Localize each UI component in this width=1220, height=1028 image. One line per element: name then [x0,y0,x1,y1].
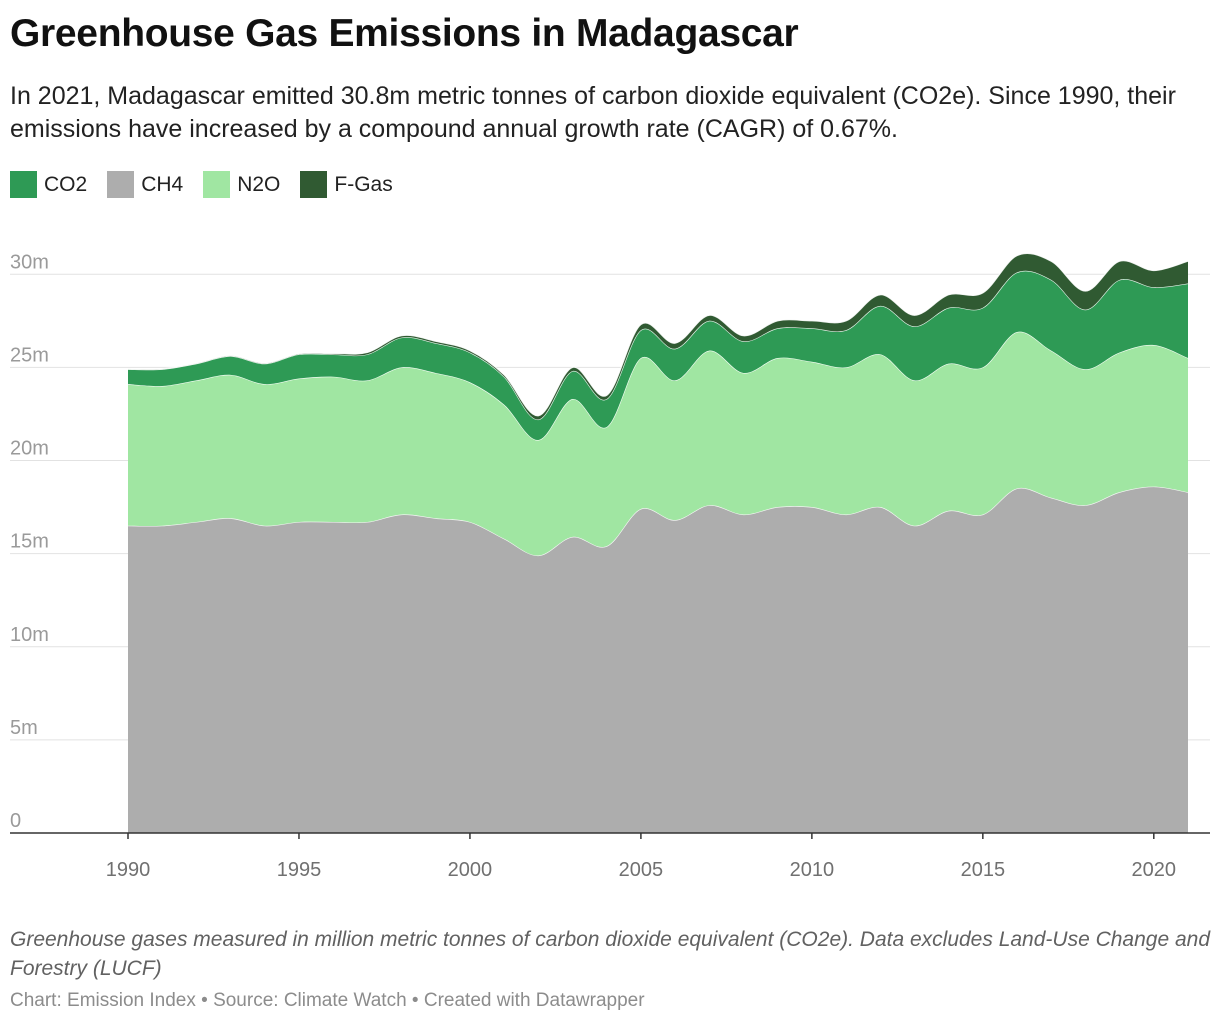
legend-swatch-ch4 [107,171,135,198]
y-tick-label: 0 [10,810,21,832]
area-ch4 [128,486,1188,833]
legend: CO2 CH4 N2O F-Gas [10,171,413,198]
area-n2o [128,331,1188,556]
y-tick-label: 10m [10,624,49,646]
area-fgas [128,253,1188,420]
legend-item-ch4: CH4 [107,171,183,198]
y-tick-label: 30m [10,251,49,273]
legend-label-co2: CO2 [44,172,88,196]
x-tick-label: 1990 [106,859,151,881]
legend-swatch-co2 [10,171,37,198]
legend-item-n2o: N2O [203,171,280,198]
x-tick-label: 2020 [1132,859,1177,881]
x-tick-label: 2000 [448,859,493,881]
x-tick-label: 2015 [961,859,1006,881]
area-series [127,252,1189,833]
legend-item-co2: CO2 [10,171,87,198]
chart-subtitle: In 2021, Madagascar emitted 30.8m metric… [10,82,1176,143]
chart-title: Greenhouse Gas Emissions in Madagascar [10,12,799,55]
x-tick-label: 2005 [619,859,664,881]
y-tick-label: 20m [10,438,49,460]
area-co2 [128,270,1188,441]
legend-label-fgas: F-Gas [334,172,393,196]
legend-item-fgas: F-Gas [300,171,393,198]
y-tick-label: 15m [10,531,49,553]
legend-label-ch4: CH4 [141,172,184,196]
x-tick-label: 1995 [277,859,322,881]
x-axis: 1990 1995 2000 2005 2010 2015 2020 [10,832,1210,881]
legend-swatch-n2o [203,171,231,198]
stacked-area-chart: 0 5m 10m 15m 20m 25m 30m 1990 1995 2000 2005 2010 2… [10,251,1210,881]
area-edge-fgas [127,252,1189,417]
legend-label-n2o: N2O [237,172,281,196]
chart-notes: Greenhouse gases measured in million met… [10,928,1211,980]
x-tick-label: 2010 [790,859,835,881]
y-axis: 0 5m 10m 15m 20m 25m 30m [10,251,49,832]
legend-swatch-fgas [300,171,328,198]
y-tick-label: 25m [10,344,49,366]
y-tick-label: 5m [10,717,38,739]
chart-source: Chart: Emission Index • Source: Climate … [10,990,645,1011]
